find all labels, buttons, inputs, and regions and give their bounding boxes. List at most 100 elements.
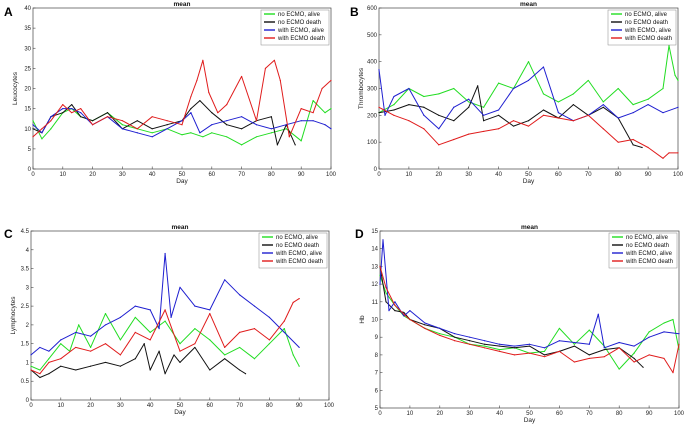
panel-d-data-point — [513, 354, 516, 356]
panel-c-xtick-label: 70 — [236, 403, 243, 409]
panel-d-data-point — [618, 341, 620, 344]
panel-d-letter: D — [355, 227, 364, 241]
panel-d-data-point — [573, 345, 575, 347]
panel-b-legend-entry: no ECMO, alive — [625, 12, 668, 18]
panel-a-series-3 — [32, 59, 332, 138]
panel-a-xtick-label: 10 — [59, 172, 66, 178]
panel-b-data-point — [662, 87, 664, 90]
panel-b-data-point — [498, 128, 500, 130]
panel-b-data-point — [542, 109, 545, 111]
panel-b-data-point — [423, 95, 425, 98]
panel-a-xtick-label: 80 — [268, 172, 275, 178]
panel-c-data-point — [179, 350, 181, 352]
panel-c-data-point — [283, 331, 285, 333]
panel-c-ytick-label: 4.5 — [21, 229, 30, 235]
panel-a-ylabel: Leucocytes — [12, 71, 19, 105]
panel-a-xtick-label: 0 — [31, 172, 35, 178]
panel-d-data-point — [603, 356, 605, 358]
panel-a-data-point — [106, 116, 109, 118]
panel-a-data-point — [190, 108, 192, 110]
panel-d-data-point — [558, 350, 561, 352]
panel-a-data-point — [32, 136, 34, 138]
panel-b-data-point — [677, 152, 679, 154]
panel-a-data-point — [50, 128, 52, 130]
panel-c-series-3 — [30, 298, 300, 375]
panel-d-data-point — [543, 347, 546, 349]
panel-b-title: mean — [520, 1, 537, 8]
panel-b-data-point — [468, 133, 470, 135]
panel-a-data-point — [211, 112, 213, 114]
panel-a-series-line — [32, 100, 332, 146]
panel-d-data-point — [663, 322, 665, 324]
panel-b-data-point — [662, 112, 664, 114]
panel-b-data-point — [662, 157, 664, 159]
panel-b-data-point — [512, 120, 515, 122]
panel-b-data-point — [572, 104, 574, 106]
panel-d-ytick-label: 6 — [375, 388, 379, 394]
panel-b-xtick-label: 10 — [406, 172, 413, 178]
panel-b-data-point — [674, 74, 676, 76]
panel-a-data-point — [32, 120, 34, 122]
panel-a-data-point — [321, 87, 323, 90]
panel-a-data-point — [300, 120, 302, 122]
panel-a-data-point — [270, 116, 272, 118]
panel-c-data-point — [170, 316, 172, 318]
panel-c-data-point — [90, 346, 92, 349]
panel-c-data-point — [298, 346, 300, 349]
panel-b-series-1 — [378, 85, 643, 149]
panel-d-data-point — [528, 352, 531, 354]
panel-d-ytick-label: 7 — [375, 371, 379, 377]
panel-d-data-point — [469, 336, 471, 338]
panel-a-data-point — [166, 124, 168, 126]
panel-c-xtick-label: 100 — [324, 403, 335, 409]
panel-c-data-point — [75, 346, 77, 349]
panel-d-data-point — [588, 329, 590, 331]
panel-b-xtick-label: 90 — [645, 172, 652, 178]
panel-b-legend-entry: with ECMO, alive — [624, 28, 672, 34]
panel-c-data-point — [143, 343, 145, 345]
panel-d-data-point — [499, 348, 501, 351]
panel-a-ytick-label: 35 — [24, 26, 31, 32]
panel-d-data-point — [403, 313, 405, 315]
panel-c-data-point — [209, 313, 211, 315]
panel-d-data-point — [439, 327, 441, 329]
panel-b-data-point — [632, 138, 634, 141]
panel-c-series-2 — [30, 252, 300, 356]
panel-b-series-line — [378, 106, 678, 159]
panel-c-data-point — [119, 339, 121, 341]
panel-b-xtick-label: 40 — [495, 172, 502, 178]
panel-a-data-point — [312, 120, 314, 122]
panel-d-data-point — [484, 345, 486, 347]
panel-b-series-3 — [378, 106, 679, 159]
panel-b-data-point — [527, 79, 530, 82]
panel-b-data-point — [587, 79, 589, 82]
panel-b-data-point — [602, 101, 604, 103]
panel-d-data-point — [382, 239, 384, 241]
panel-a-data-point — [330, 128, 332, 130]
panel-a-xtick-label: 50 — [179, 172, 186, 178]
panel-d-data-point — [603, 347, 605, 349]
panel-d-data-point — [469, 343, 471, 345]
panel-a-data-point — [294, 144, 296, 146]
panel-d-data-point — [588, 357, 590, 360]
panel-a-data-point — [151, 116, 153, 118]
panel-c-data-point — [104, 324, 107, 326]
panel-b-ytick-label: 600 — [367, 6, 378, 12]
panel-a-data-point — [226, 104, 228, 106]
panel-b-ylabel: Thrombocytes — [358, 67, 365, 109]
panel-d-data-point — [573, 343, 575, 345]
panel-d-data-point — [618, 347, 620, 349]
panel-d-xtick-label: 30 — [466, 411, 473, 417]
panel-a-data-point — [41, 128, 43, 130]
panel-a-data-point — [273, 59, 275, 61]
panel-d-legend-entry: no ECMO death — [626, 243, 669, 249]
panel-a-legend-entry: with ECMO death — [277, 36, 325, 42]
panel-c-data-point — [179, 343, 181, 345]
panel-c-data-point — [239, 346, 241, 349]
panel-d-xtick-label: 60 — [556, 411, 563, 417]
panel-a-legend-box — [260, 9, 330, 46]
panel-c-data-point — [292, 301, 294, 303]
panel-b-data-point — [438, 144, 440, 146]
